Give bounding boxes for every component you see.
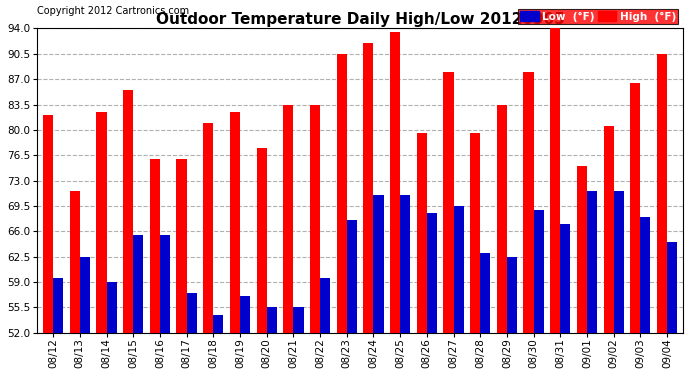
- Bar: [310, 105, 320, 333]
- Bar: [320, 278, 331, 333]
- Bar: [177, 159, 186, 333]
- Bar: [604, 126, 613, 333]
- Bar: [186, 293, 197, 333]
- Bar: [240, 296, 250, 333]
- Bar: [657, 54, 667, 333]
- Bar: [390, 32, 400, 333]
- Bar: [150, 159, 160, 333]
- Bar: [80, 256, 90, 333]
- Bar: [257, 148, 266, 333]
- Bar: [364, 43, 373, 333]
- Bar: [97, 112, 106, 333]
- Bar: [453, 206, 464, 333]
- Bar: [480, 253, 491, 333]
- Bar: [230, 112, 240, 333]
- Bar: [667, 242, 677, 333]
- Bar: [613, 191, 624, 333]
- Bar: [470, 134, 480, 333]
- Bar: [203, 123, 213, 333]
- Bar: [373, 195, 384, 333]
- Bar: [427, 213, 437, 333]
- Bar: [293, 307, 304, 333]
- Bar: [106, 282, 117, 333]
- Bar: [417, 134, 427, 333]
- Bar: [533, 210, 544, 333]
- Legend: Low  (°F), High  (°F): Low (°F), High (°F): [518, 9, 678, 24]
- Text: Copyright 2012 Cartronics.com: Copyright 2012 Cartronics.com: [37, 6, 189, 16]
- Bar: [337, 54, 347, 333]
- Bar: [133, 235, 144, 333]
- Bar: [123, 90, 133, 333]
- Bar: [266, 307, 277, 333]
- Title: Outdoor Temperature Daily High/Low 20120905: Outdoor Temperature Daily High/Low 20120…: [156, 12, 564, 27]
- Bar: [213, 315, 224, 333]
- Bar: [444, 72, 453, 333]
- Bar: [630, 83, 640, 333]
- Bar: [587, 191, 597, 333]
- Bar: [400, 195, 411, 333]
- Bar: [640, 217, 651, 333]
- Bar: [160, 235, 170, 333]
- Bar: [550, 28, 560, 333]
- Bar: [560, 224, 571, 333]
- Bar: [283, 105, 293, 333]
- Bar: [70, 191, 80, 333]
- Bar: [497, 105, 507, 333]
- Bar: [577, 166, 587, 333]
- Bar: [347, 220, 357, 333]
- Bar: [43, 116, 53, 333]
- Bar: [53, 278, 63, 333]
- Bar: [524, 72, 533, 333]
- Bar: [507, 256, 517, 333]
